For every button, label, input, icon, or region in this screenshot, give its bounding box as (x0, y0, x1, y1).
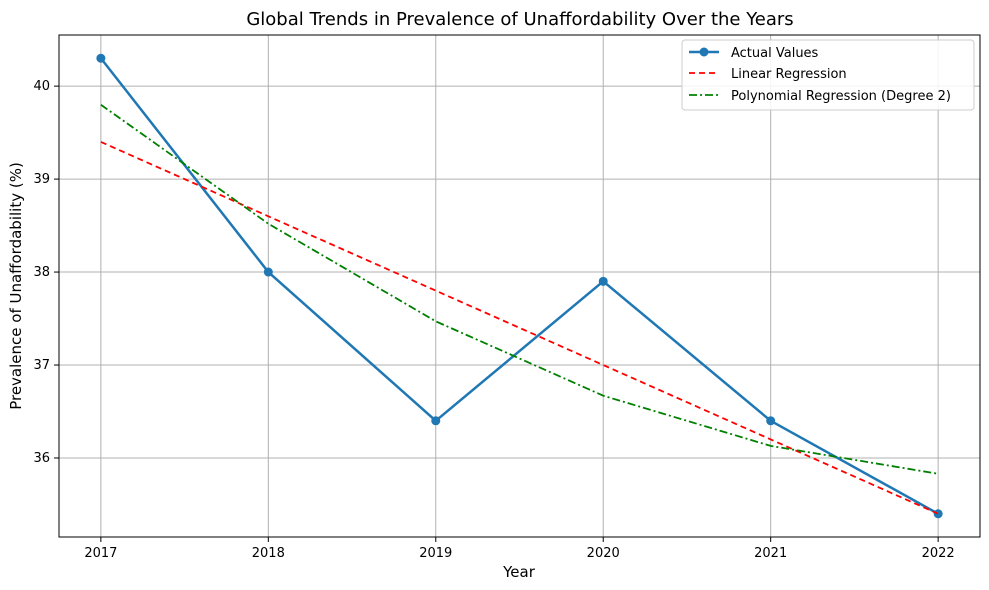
legend-box (681, 39, 975, 111)
polynomial-regression-line (100, 103, 939, 475)
chart-title: Global Trends in Prevalence of Unafforda… (246, 9, 793, 30)
x-tick-label: 2017 (84, 546, 117, 561)
legend-linear-label: Linear Regression (731, 67, 847, 82)
y-axis-label: Prevalence of Unaffordability (%) (7, 162, 25, 410)
actual-value-point (431, 416, 441, 426)
legend-actual-label: Actual Values (731, 46, 819, 61)
actual-value-point (766, 416, 776, 426)
actual-value-point (263, 267, 273, 277)
legend-actual-marker (699, 47, 709, 57)
actual-value-point (96, 53, 106, 63)
legend: Actual Values Linear Regression Polynomi… (681, 39, 975, 111)
actual-value-point (598, 276, 608, 286)
plot-frame (58, 34, 981, 538)
ticks-layer: 2017 2018 2019 2020 2021 2022 36 37 38 39 40 (33, 79, 954, 561)
y-tick-label: 36 (33, 451, 50, 466)
y-tick-label: 40 (33, 79, 50, 94)
series-layer (96, 53, 943, 519)
x-tick-label: 2021 (754, 546, 787, 561)
actual-values-line (99, 57, 939, 515)
x-tick-label: 2018 (252, 546, 285, 561)
legend-polynomial-label: Polynomial Regression (Degree 2) (731, 89, 951, 104)
x-axis-label: Year (502, 563, 536, 581)
y-tick-label: 37 (33, 358, 50, 373)
x-tick-label: 2020 (587, 546, 620, 561)
actual-value-point (933, 509, 943, 519)
y-tick-label: 39 (33, 172, 50, 187)
x-tick-label: 2022 (922, 546, 955, 561)
x-tick-label: 2019 (419, 546, 452, 561)
y-tick-label: 38 (33, 265, 50, 280)
